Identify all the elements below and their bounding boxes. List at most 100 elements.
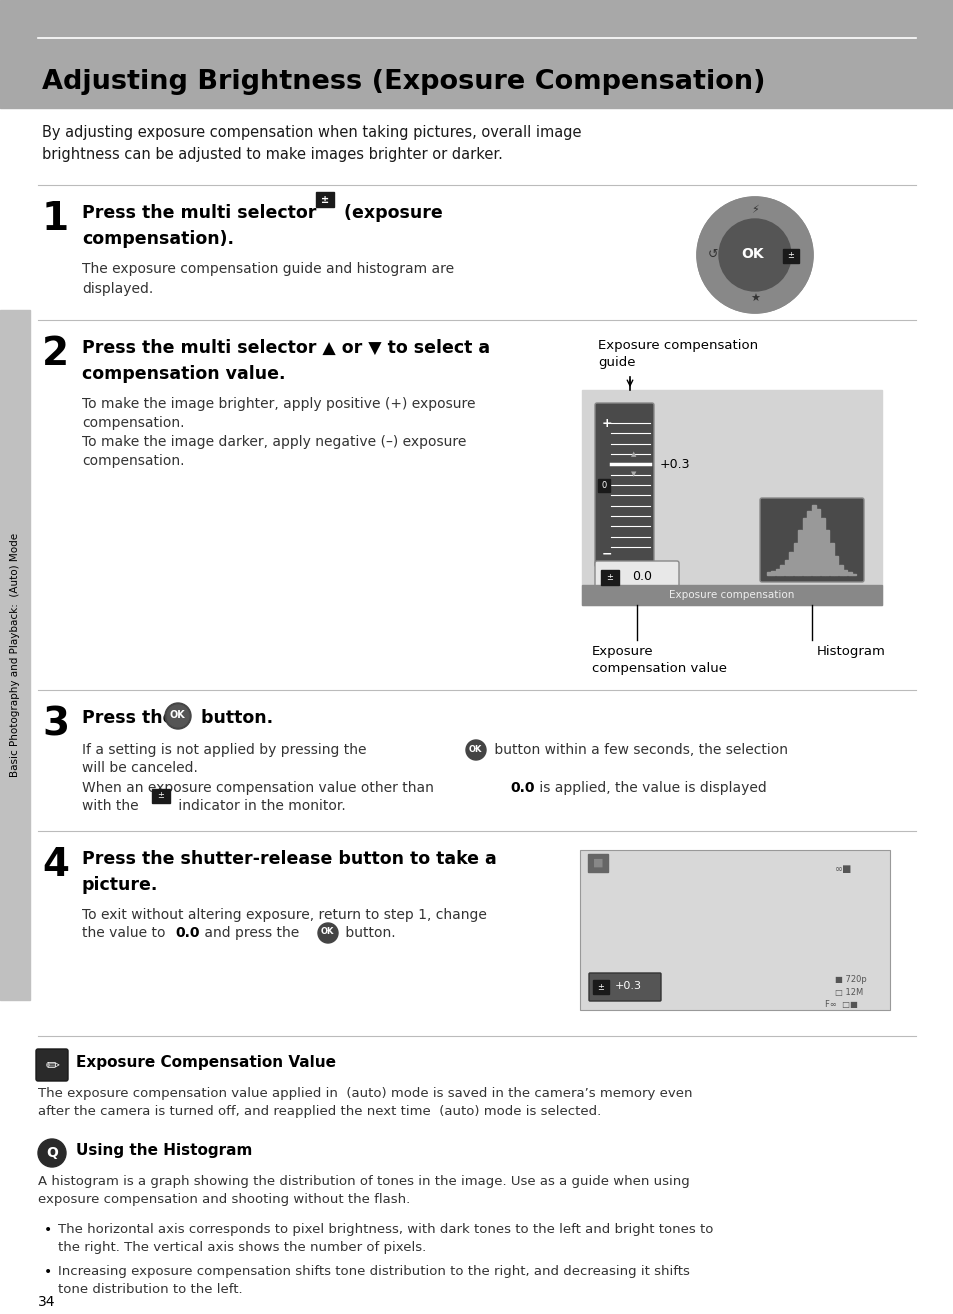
Text: the value to: the value to	[82, 926, 170, 940]
FancyBboxPatch shape	[595, 403, 654, 568]
FancyBboxPatch shape	[595, 561, 679, 593]
Text: To make the image darker, apply negative (–) exposure
compensation.: To make the image darker, apply negative…	[82, 435, 466, 469]
FancyBboxPatch shape	[760, 498, 863, 582]
Circle shape	[167, 706, 189, 727]
Text: with the: with the	[82, 799, 143, 813]
Text: ±: ±	[606, 573, 613, 582]
Text: 3: 3	[42, 706, 69, 742]
Bar	[798, 531, 801, 576]
Circle shape	[38, 1139, 66, 1167]
Text: 1: 1	[42, 200, 69, 238]
Bar	[581, 390, 882, 604]
Bar	[802, 518, 806, 576]
Text: ▼: ▼	[631, 472, 636, 477]
Circle shape	[465, 740, 485, 759]
Text: ±: ±	[597, 983, 604, 992]
Text: Exposure compensation: Exposure compensation	[669, 590, 794, 600]
Bar	[771, 572, 775, 576]
Text: 0.0: 0.0	[631, 570, 651, 583]
Text: By adjusting exposure compensation when taking pictures, overall image
brightnes: By adjusting exposure compensation when …	[42, 125, 581, 162]
Text: Adjusting Brightness (Exposure Compensation): Adjusting Brightness (Exposure Compensat…	[42, 70, 764, 95]
Bar	[775, 569, 780, 576]
Text: ★: ★	[749, 294, 760, 304]
Circle shape	[317, 922, 337, 943]
Text: will be canceled.: will be canceled.	[82, 761, 197, 775]
Text: To exit without altering exposure, return to step 1, change: To exit without altering exposure, retur…	[82, 908, 486, 922]
Text: indicator in the monitor.: indicator in the monitor.	[173, 799, 345, 813]
Bar	[0, 0, 953, 108]
Bar	[600, 570, 618, 585]
Text: Exposure compensation
guide: Exposure compensation guide	[598, 339, 758, 369]
Text: 2: 2	[42, 335, 69, 373]
Text: Exposure
compensation value: Exposure compensation value	[592, 645, 726, 675]
Bar	[789, 552, 793, 576]
Bar	[593, 980, 608, 993]
Text: Histogram: Histogram	[816, 645, 885, 658]
Text: 0.0: 0.0	[510, 781, 534, 795]
FancyBboxPatch shape	[36, 1049, 68, 1081]
Text: To make the image brighter, apply positive (+) exposure
compensation.: To make the image brighter, apply positi…	[82, 397, 475, 431]
Bar	[598, 480, 609, 491]
Bar	[824, 531, 828, 576]
Bar	[816, 509, 820, 576]
Bar	[780, 565, 783, 576]
Text: Press the: Press the	[82, 710, 180, 727]
Circle shape	[697, 197, 812, 313]
Text: Increasing exposure compensation shifts tone distribution to the right, and decr: Increasing exposure compensation shifts …	[58, 1265, 689, 1296]
Text: compensation value.: compensation value.	[82, 365, 285, 382]
Bar	[834, 556, 838, 576]
Text: If a setting is not applied by pressing the: If a setting is not applied by pressing …	[82, 742, 371, 757]
Bar	[315, 192, 334, 208]
Text: OK: OK	[468, 745, 481, 753]
Text: A histogram is a graph showing the distribution of tones in the image. Use as a : A histogram is a graph showing the distr…	[38, 1175, 689, 1206]
Text: is applied, the value is displayed: is applied, the value is displayed	[535, 781, 766, 795]
Text: 0: 0	[600, 481, 606, 490]
Text: −: −	[601, 547, 612, 560]
Bar	[782, 248, 799, 263]
Text: The exposure compensation guide and histogram are
displayed.: The exposure compensation guide and hist…	[82, 261, 454, 296]
Text: Press the shutter-release button to take a: Press the shutter-release button to take…	[82, 850, 497, 869]
Text: ▲: ▲	[631, 451, 636, 457]
Text: ±: ±	[320, 194, 329, 205]
Text: F∞  □■: F∞ □■	[824, 1000, 857, 1009]
Text: Q: Q	[46, 1146, 58, 1160]
Text: ±: ±	[787, 251, 794, 260]
Circle shape	[697, 197, 812, 313]
Text: 4: 4	[42, 846, 69, 884]
Text: ■ 720p: ■ 720p	[834, 975, 866, 984]
FancyBboxPatch shape	[588, 972, 660, 1001]
Text: 34: 34	[38, 1296, 55, 1309]
Text: The exposure compensation value applied in  (auto) mode is saved in the camera’s: The exposure compensation value applied …	[38, 1087, 692, 1118]
Bar	[581, 585, 882, 604]
Bar	[829, 543, 833, 576]
Text: •: •	[44, 1265, 52, 1279]
Text: When an exposure compensation value other than: When an exposure compensation value othe…	[82, 781, 437, 795]
Text: picture.: picture.	[82, 876, 158, 894]
Text: +0.3: +0.3	[659, 457, 690, 470]
Text: ↺: ↺	[707, 247, 718, 260]
Circle shape	[734, 235, 774, 275]
Text: compensation).: compensation).	[82, 230, 233, 248]
Bar	[806, 511, 811, 576]
Text: ✏: ✏	[45, 1056, 59, 1074]
Bar	[152, 788, 170, 803]
Text: 0.0: 0.0	[174, 926, 199, 940]
Text: The horizontal axis corresponds to pixel brightness, with dark tones to the left: The horizontal axis corresponds to pixel…	[58, 1223, 713, 1254]
Text: Press the multi selector: Press the multi selector	[82, 204, 322, 222]
Text: ±: ±	[157, 791, 164, 800]
Bar	[766, 573, 770, 576]
Text: OK: OK	[740, 247, 763, 261]
Text: button within a few seconds, the selection: button within a few seconds, the selecti…	[490, 742, 787, 757]
Text: button.: button.	[340, 926, 395, 940]
Text: ■: ■	[592, 858, 602, 869]
Bar	[0, 310, 30, 1000]
Text: ⚡: ⚡	[750, 205, 758, 215]
Text: (exposure: (exposure	[337, 204, 442, 222]
Text: •: •	[44, 1223, 52, 1236]
Text: and press the: and press the	[200, 926, 303, 940]
Text: □ 12M: □ 12M	[834, 988, 862, 997]
Text: ∞■: ∞■	[834, 865, 851, 874]
Bar	[811, 505, 815, 576]
Bar	[838, 565, 842, 576]
Text: OK: OK	[320, 928, 334, 937]
